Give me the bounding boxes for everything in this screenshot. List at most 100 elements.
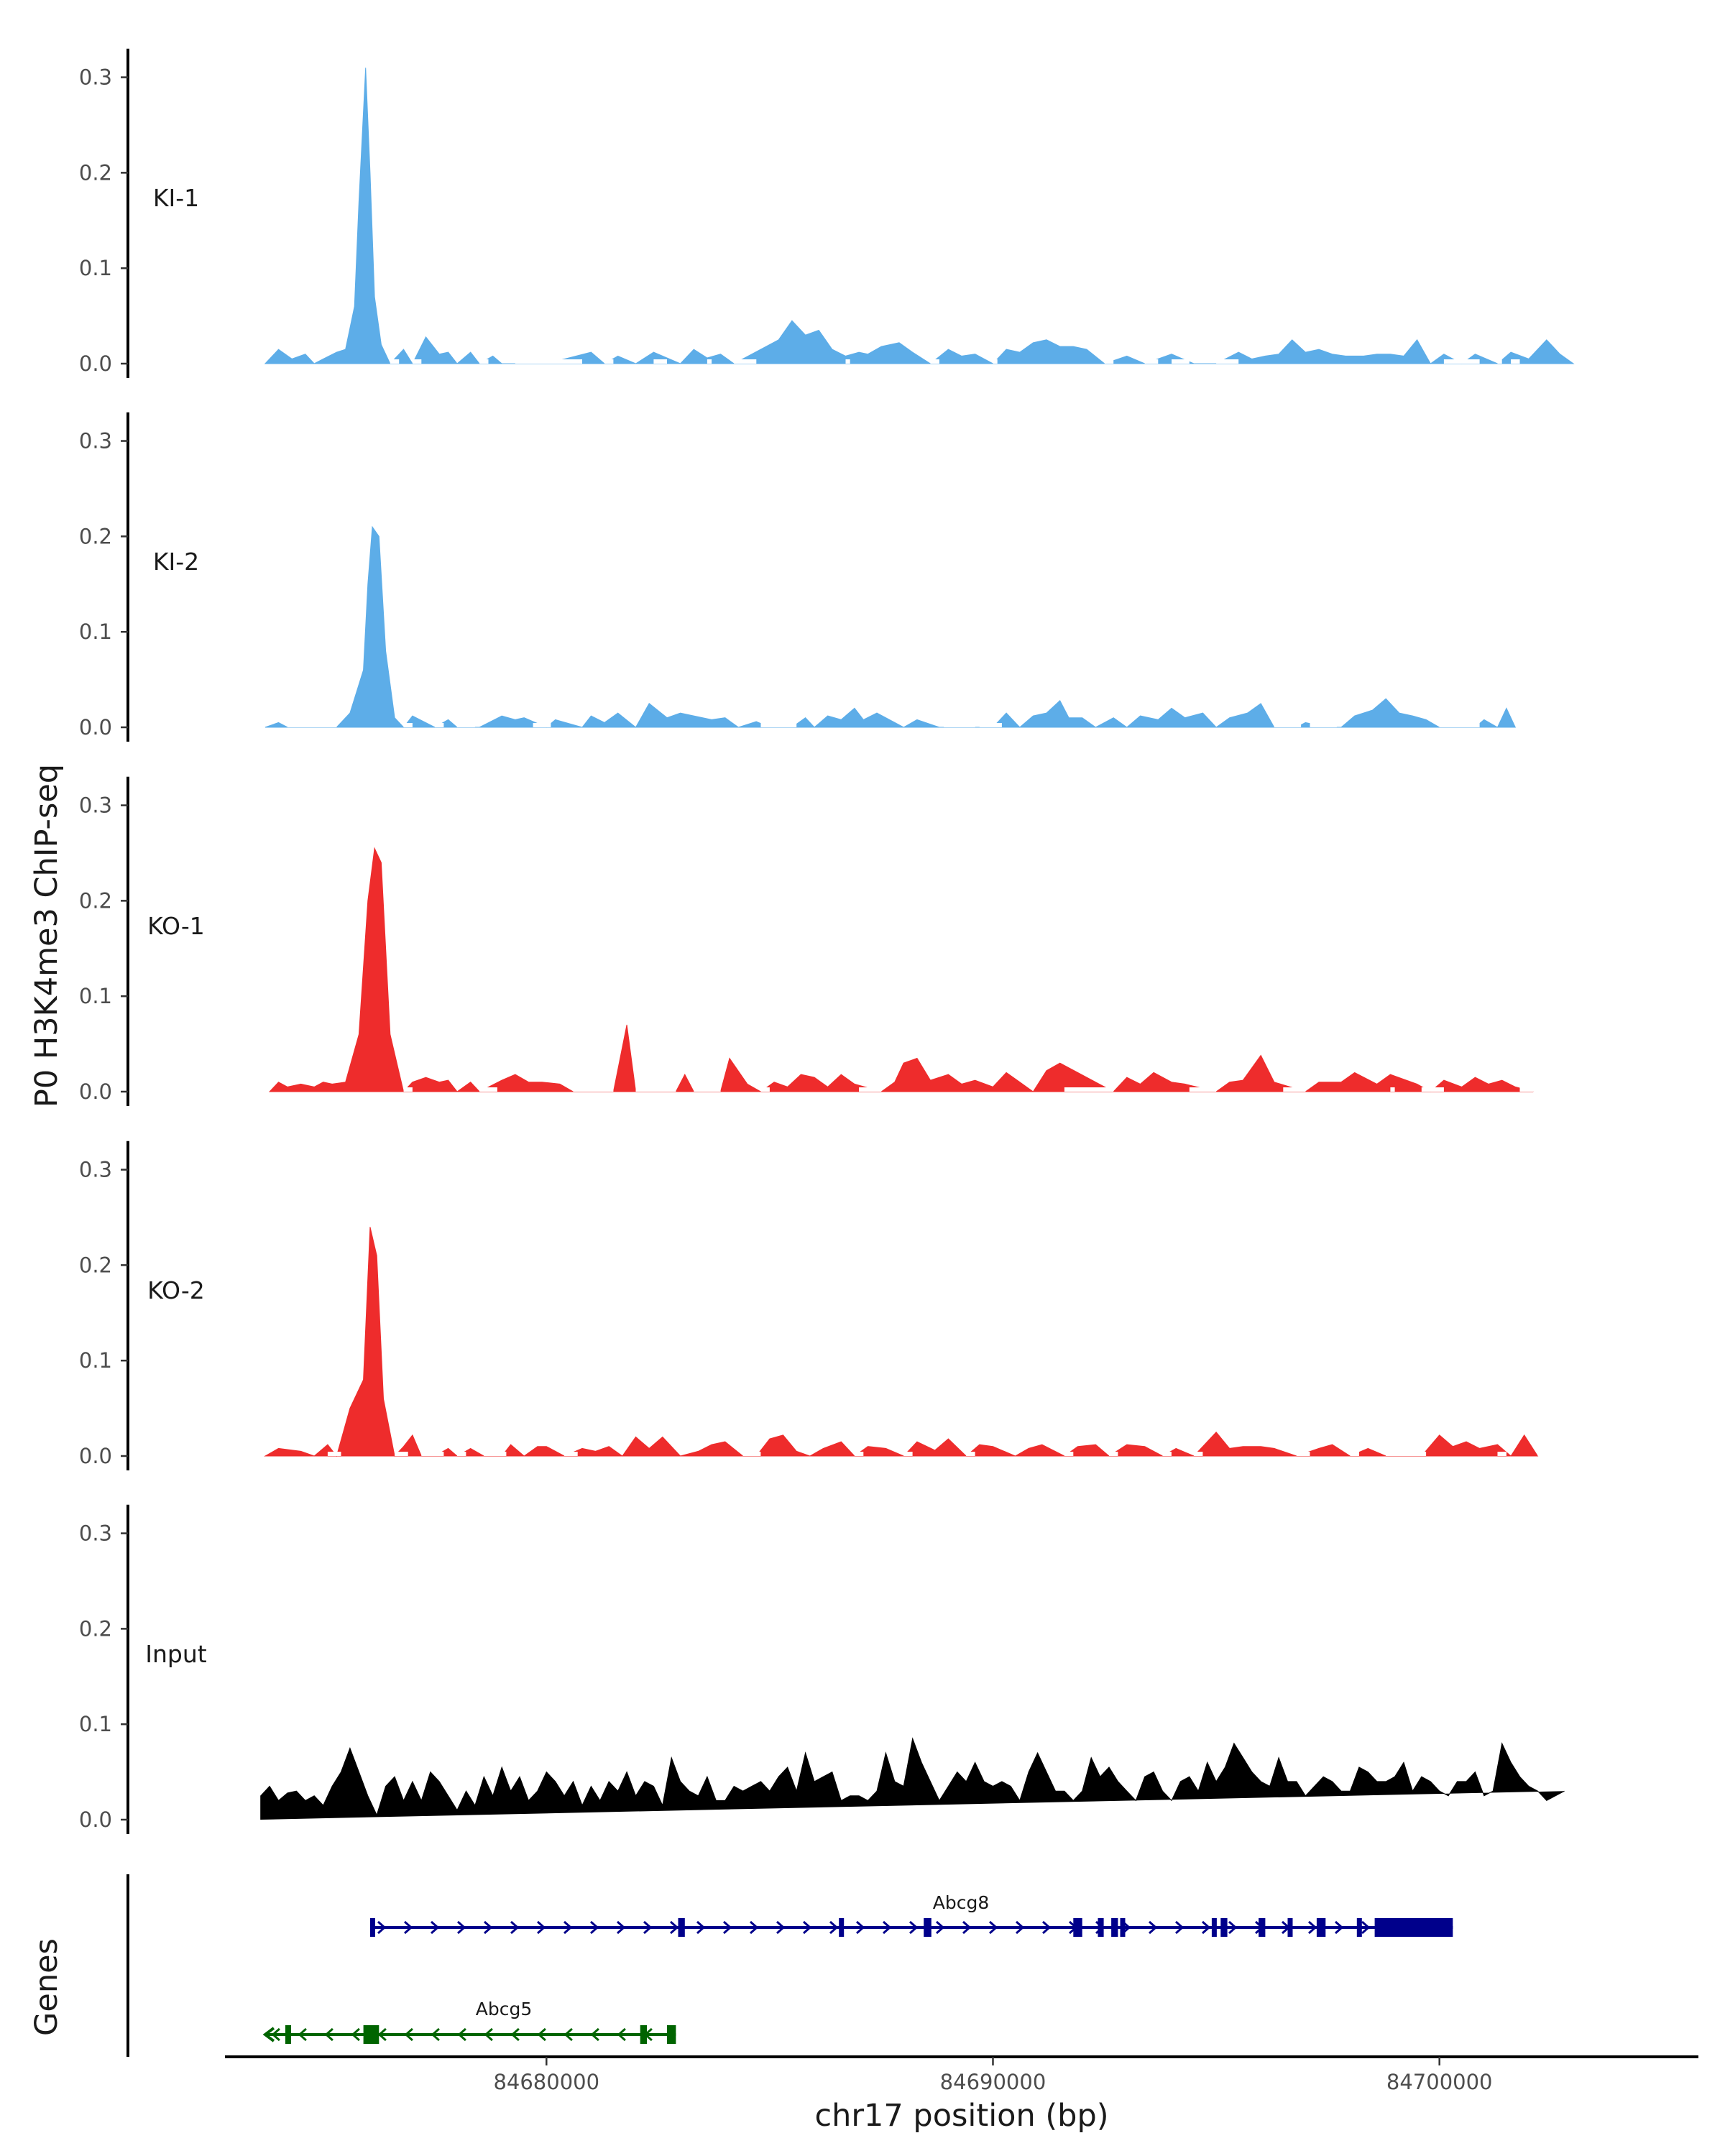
y-tick-label: 0.0 <box>79 1807 112 1832</box>
track-label: KI-1 <box>153 184 199 212</box>
x-tick-label: 84700000 <box>1386 2070 1493 2094</box>
y-tick-label: 0.2 <box>79 1253 112 1277</box>
strand-arrow <box>750 1920 759 1935</box>
coverage-gap <box>484 1452 507 1456</box>
coverage-gap <box>479 1087 497 1092</box>
exon <box>285 2025 291 2044</box>
strand-arrow <box>1016 1920 1025 1935</box>
strand-arrow <box>510 1920 520 1935</box>
coverage-gap <box>854 1452 864 1456</box>
y-tick-label: 0.0 <box>79 715 112 740</box>
strand-arrow <box>1175 1920 1184 1935</box>
coverage-gap <box>979 723 1002 727</box>
coverage-gap <box>1189 1087 1217 1092</box>
x-tick-label: 84680000 <box>493 2070 599 2094</box>
coverage-gap <box>1162 1452 1172 1456</box>
track-label: KI-2 <box>153 548 199 576</box>
strand-arrow <box>484 1920 493 1935</box>
signal-area-ki-2 <box>264 525 1517 728</box>
coverage-gap <box>403 1087 413 1092</box>
exon <box>1098 1918 1104 1937</box>
strand-arrow <box>431 1920 440 1935</box>
coverage-gap <box>412 359 422 364</box>
coverage-gap <box>1064 1452 1074 1456</box>
strand-arrow <box>564 1920 573 1935</box>
coverage-gap <box>1296 1452 1310 1456</box>
exon <box>1356 1918 1362 1937</box>
coverage-gap <box>1497 1452 1506 1456</box>
coverage-gap <box>760 1087 770 1092</box>
strand-arrow <box>670 1920 679 1935</box>
coverage-gap <box>435 723 444 727</box>
coverage-gap <box>760 723 797 727</box>
strand-arrow <box>883 1920 892 1935</box>
y-tick-label: 0.1 <box>79 984 112 1008</box>
exon <box>667 2025 676 2044</box>
coverage-gap <box>707 359 712 364</box>
strand-arrow <box>1202 1920 1211 1935</box>
coverage-gap <box>1439 723 1480 727</box>
coverage-gap <box>573 1087 614 1092</box>
coverage-gap <box>1519 1087 1534 1092</box>
strand-arrow <box>537 2027 546 2042</box>
coverage-gap <box>1497 359 1502 364</box>
track-label: KO-2 <box>147 1276 205 1304</box>
signal-area-ki-1 <box>264 68 1575 365</box>
track-ko-1: 0.0 0.1 0.2 0.3 KO-1 <box>79 776 1534 1106</box>
strand-arrow <box>271 2027 280 2042</box>
signal-area-input <box>260 1737 1565 1820</box>
y-axis-title: P0 H3K4me3 ChIP-seq <box>29 764 65 1107</box>
coverage-gap <box>944 723 975 727</box>
y-tick-label: 0.2 <box>79 888 112 913</box>
signal-area-ko-1 <box>268 847 1534 1093</box>
coverage-gap <box>327 1452 341 1456</box>
x-axis-title: chr17 position (bp) <box>814 2098 1108 2134</box>
strand-arrow <box>617 1920 626 1935</box>
strand-arrow <box>564 2027 573 2042</box>
exon <box>924 1918 932 1937</box>
coverage-gap <box>1537 1452 1547 1456</box>
signal-tracks: 0.00.10.20.3KI-10.00.10.20.3KI-20.00.10.… <box>79 48 1575 1834</box>
coverage-gap <box>395 1452 408 1456</box>
y-tick-label: 0.0 <box>79 351 112 376</box>
strand-arrow <box>856 1920 865 1935</box>
strand-arrow <box>1149 1920 1158 1935</box>
exon <box>1111 1918 1118 1937</box>
strand-arrow <box>590 1920 599 1935</box>
strand-arrow <box>909 1920 919 1935</box>
y-tick-label: 0.1 <box>79 256 112 280</box>
strand-arrow <box>404 1920 413 1935</box>
coverage-gap <box>903 1452 913 1456</box>
coverage-gap <box>845 359 850 364</box>
strand-arrow <box>803 1920 812 1935</box>
track-ki-1: 0.0 0.1 0.2 0.3 KI-1 <box>79 48 1575 378</box>
coverage-gap <box>1386 1452 1427 1456</box>
coverage-gap <box>1216 359 1239 364</box>
coverage-gap <box>734 359 757 364</box>
coverage-gap <box>564 1452 578 1456</box>
track-label: Input <box>145 1640 207 1668</box>
coverage-gap <box>421 1452 444 1456</box>
coverage-gap <box>604 359 614 364</box>
coverage-gap <box>457 723 475 727</box>
coverage-gap <box>1104 359 1114 364</box>
exon <box>640 2025 647 2044</box>
coverage-gap <box>390 359 400 364</box>
strand-arrow <box>829 1920 839 1935</box>
strand-arrow <box>1361 1920 1371 1935</box>
y-tick-label: 0.3 <box>79 1521 112 1546</box>
strand-arrow <box>537 1920 546 1935</box>
coverage-gap <box>1350 1452 1359 1456</box>
strand-arrow <box>510 2027 520 2042</box>
strand-arrow <box>457 2027 466 2042</box>
strand-arrow <box>776 1920 786 1935</box>
exon <box>363 2025 380 2044</box>
exon <box>1287 1918 1293 1937</box>
gene-label: Abcg5 <box>476 1999 533 2019</box>
exon <box>1374 1918 1453 1937</box>
coverage-gap <box>742 1452 761 1456</box>
strand-arrow <box>431 2027 440 2042</box>
coverage-gap <box>1194 1452 1203 1456</box>
coverage-gap <box>515 359 582 364</box>
